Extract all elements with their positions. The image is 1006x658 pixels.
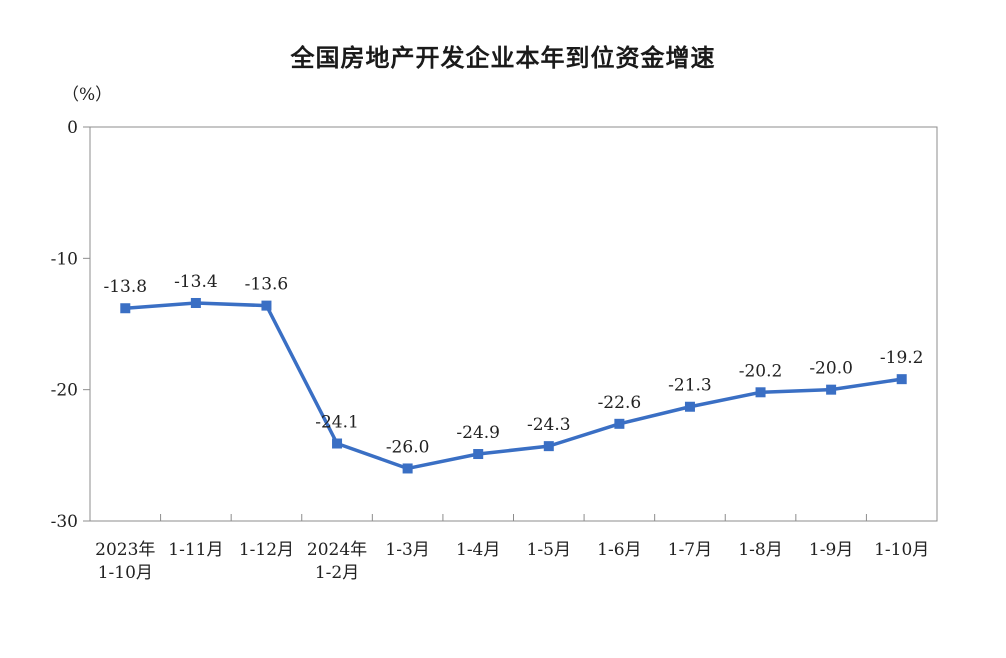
data-label: -13.4: [174, 272, 218, 292]
x-tick-label: 1-5月: [527, 540, 571, 560]
x-tick-label: 2024年 1-2月: [307, 540, 367, 583]
data-point-marker: [543, 441, 554, 452]
data-label: -19.2: [880, 348, 924, 368]
plot-frame: [89, 126, 938, 522]
y-axis-unit-label: （%）: [62, 85, 113, 105]
x-tick-label: 1-8月: [738, 540, 782, 560]
data-label: -24.9: [456, 423, 500, 443]
chart-title: 全国房地产开发企业本年到位资金增速: [290, 44, 716, 72]
data-label: -20.0: [809, 359, 853, 379]
data-point-marker: [120, 303, 131, 314]
data-label: -13.8: [103, 277, 147, 297]
y-axis-ticks: 0 -10 -20 -30: [51, 118, 90, 532]
x-tick-label: 1-10月: [874, 540, 929, 560]
data-label: -24.3: [527, 415, 571, 435]
x-tick-label: 1-3月: [385, 540, 429, 560]
data-point-marker: [826, 384, 837, 395]
data-label: -26.0: [386, 437, 430, 457]
data-point-marker: [402, 463, 413, 474]
data-label: -20.2: [739, 361, 783, 381]
data-point-marker: [473, 449, 484, 460]
data-point-marker: [614, 418, 625, 429]
x-axis-ticks: 2023年 1-10月 1-11月 1-12月 2024年 1-2月 1-3月 1-4月 1-5…: [95, 514, 929, 583]
y-tick-label: -20: [51, 381, 78, 401]
series-line: [123, 301, 904, 471]
y-tick-label: 0: [67, 118, 78, 138]
y-tick-label: -30: [51, 512, 78, 532]
x-tick-label: 1-6月: [597, 540, 641, 560]
data-point-marker: [261, 300, 272, 311]
x-tick-label: 1-7月: [668, 540, 712, 560]
series-line-layer: [123, 301, 904, 471]
y-tick-label: -10: [51, 249, 78, 269]
data-point-marker: [190, 297, 201, 308]
data-point-marker: [332, 438, 343, 449]
x-tick-label: 1-12月: [239, 540, 294, 560]
plot-frame-rect: [89, 126, 938, 522]
x-tick-label: 1-9月: [809, 540, 853, 560]
data-point-marker: [896, 374, 907, 385]
series-markers: [120, 297, 907, 474]
x-tick-label: 1-4月: [456, 540, 500, 560]
data-labels: -13.8 -13.4 -13.6 -24.1 -26.0 -24.9 -24.3 -22.6…: [103, 272, 923, 457]
data-point-marker: [684, 401, 695, 412]
data-label: -21.3: [668, 376, 712, 396]
data-point-marker: [755, 387, 766, 398]
x-tick-label: 2023年 1-10月: [95, 540, 155, 583]
x-tick-label: 1-11月: [168, 540, 223, 560]
data-label: -24.1: [315, 413, 359, 433]
data-label: -22.6: [598, 393, 642, 413]
data-label: -13.6: [245, 275, 289, 295]
